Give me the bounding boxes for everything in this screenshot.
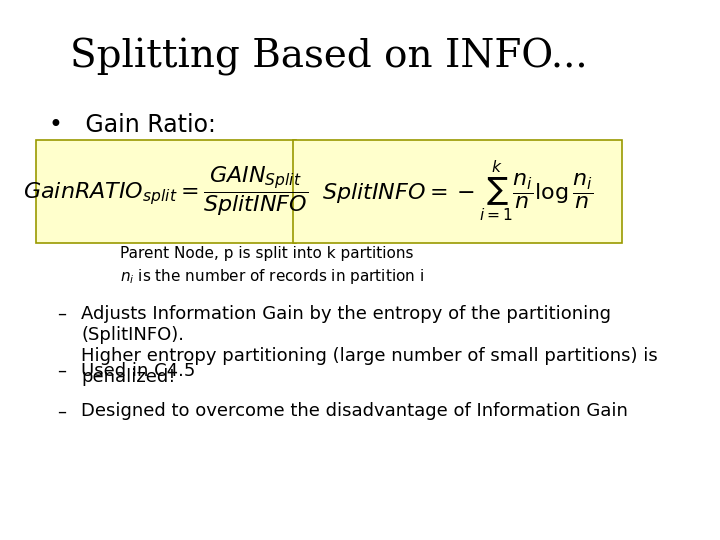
Text: $SplitINFO = -\sum_{i=1}^{k} \dfrac{n_i}{n} \log \dfrac{n_i}{n}$: $SplitINFO = -\sum_{i=1}^{k} \dfrac{n_i}… [322, 159, 593, 224]
Text: Splitting Based on INFO...: Splitting Based on INFO... [70, 38, 588, 76]
Text: Used in C4.5: Used in C4.5 [81, 362, 196, 380]
Text: –: – [57, 402, 66, 420]
Text: Designed to overcome the disadvantage of Information Gain: Designed to overcome the disadvantage of… [81, 402, 628, 420]
Text: $GainRATIO_{split} = \dfrac{GAIN_{Split}}{SplitINFO}$: $GainRATIO_{split} = \dfrac{GAIN_{Split}… [23, 165, 308, 218]
Text: Adjusts Information Gain by the entropy of the partitioning (SplitINFO).
Higher : Adjusts Information Gain by the entropy … [81, 305, 658, 386]
FancyBboxPatch shape [35, 140, 296, 243]
Text: –: – [57, 362, 66, 380]
Text: Parent Node, p is split into k partitions: Parent Node, p is split into k partition… [120, 246, 414, 261]
Text: $n_i$ is the number of records in partition i: $n_i$ is the number of records in partit… [120, 267, 424, 286]
Text: –: – [57, 305, 66, 323]
Text: •   Gain Ratio:: • Gain Ratio: [49, 113, 215, 137]
FancyBboxPatch shape [293, 140, 622, 243]
